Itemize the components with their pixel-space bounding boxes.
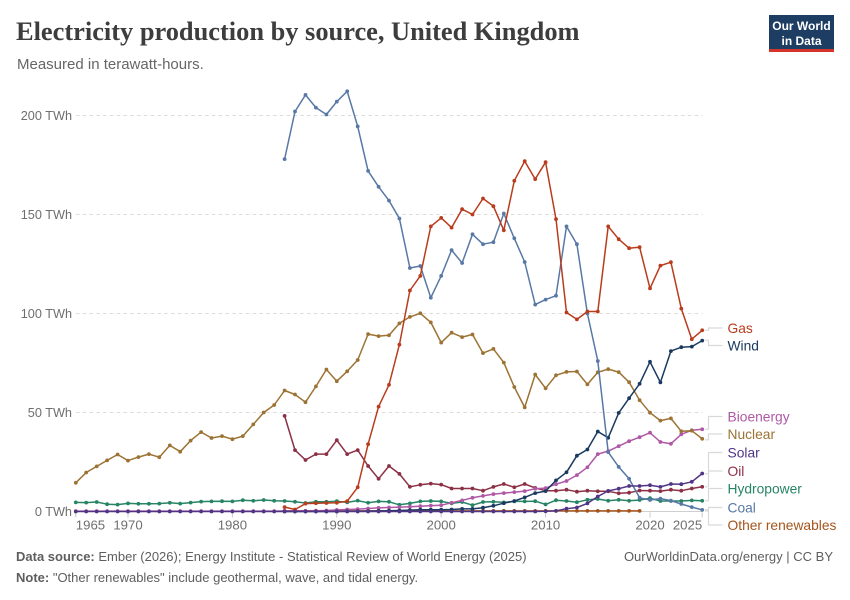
svg-text:2000: 2000 [427,518,456,533]
svg-text:Bioenergy: Bioenergy [728,409,790,424]
svg-text:2025: 2025 [673,518,702,533]
svg-text:100 TWh: 100 TWh [21,307,72,321]
svg-text:1980: 1980 [218,518,247,533]
svg-text:0 TWh: 0 TWh [35,505,72,519]
svg-text:Oil: Oil [728,464,745,479]
svg-text:150 TWh: 150 TWh [21,208,72,222]
svg-text:Hydropower: Hydropower [728,481,803,496]
svg-text:Nuclear: Nuclear [728,427,776,442]
svg-text:2020: 2020 [635,518,664,533]
svg-text:50 TWh: 50 TWh [28,406,72,420]
svg-text:1970: 1970 [113,518,142,533]
svg-text:Solar: Solar [728,445,761,460]
svg-text:Wind: Wind [728,338,759,353]
svg-text:1965: 1965 [76,518,105,533]
svg-text:Coal: Coal [728,500,756,515]
svg-text:Gas: Gas [728,321,753,336]
svg-text:200 TWh: 200 TWh [21,109,72,123]
svg-text:Other renewables: Other renewables [728,518,837,533]
svg-text:2010: 2010 [531,518,560,533]
svg-text:1990: 1990 [322,518,351,533]
